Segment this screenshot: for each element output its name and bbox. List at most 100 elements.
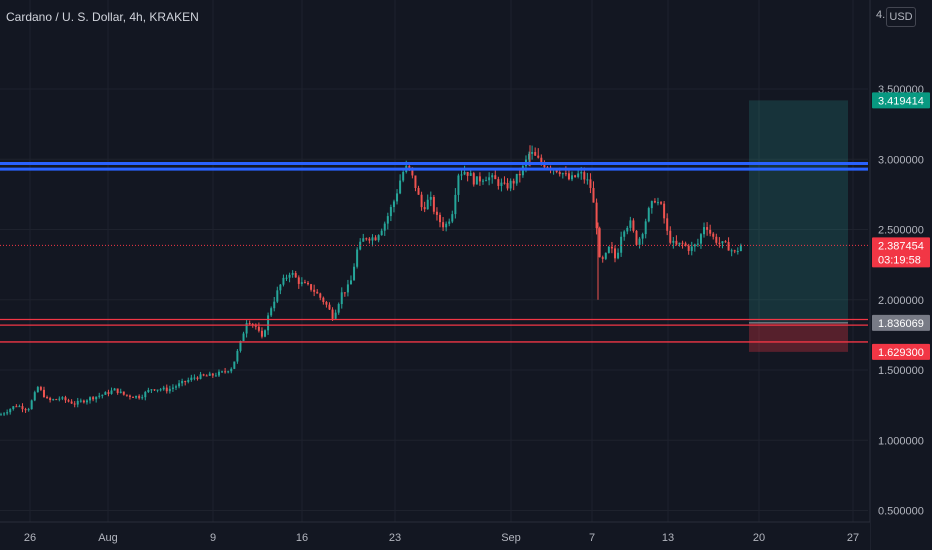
candle-body [377,235,380,241]
candle-body [316,291,319,294]
candle [478,172,481,186]
candle-body [478,176,481,182]
candle-body [297,277,300,284]
candle-body [3,413,6,415]
candle [156,389,159,393]
candle [727,237,730,251]
candle [466,171,469,182]
candle-body [30,400,33,410]
candle-body [650,201,653,209]
candle [214,372,217,377]
candle-body [181,380,184,384]
candle-body [703,227,706,235]
candle [227,370,230,374]
candle-body [64,397,67,401]
candle-body [451,214,454,222]
candle [279,283,282,295]
candle-body [227,371,230,373]
candle-body [383,223,386,231]
candle [42,386,45,398]
current-price-label-countdown: 03:19:58 [878,254,921,266]
candle [150,389,153,394]
candle [733,249,736,254]
entry-price-label-text: 1.836069 [878,318,924,330]
candle-body [721,241,724,244]
currency-unit-button[interactable]: USD [886,7,916,27]
candle [208,371,211,376]
candle-body [0,414,2,416]
candle [647,206,650,223]
candle-body [610,246,613,249]
candle [202,373,205,377]
candle [128,394,131,400]
candle [282,274,285,287]
candle [181,378,184,387]
candle [82,399,85,404]
candle [399,174,402,195]
candle [107,389,110,397]
candle-body [58,398,61,400]
time-tick-label: 7 [589,532,595,544]
candle [451,210,454,224]
candle-body [669,230,672,243]
candle [159,388,162,392]
grid-layer [0,0,868,522]
candle-body [488,177,491,181]
candle [76,397,79,408]
candle [260,327,263,339]
current-price-label-text: 2.387454 [878,240,924,252]
candle [153,389,156,391]
candle-body [33,392,36,401]
candle [485,176,488,182]
candle [641,232,644,245]
candle [116,388,119,395]
candle [739,243,742,252]
candle-body [70,401,73,404]
candle [174,384,177,391]
candle-body [82,400,85,403]
candle [325,300,328,308]
candle [380,228,383,236]
candle-body [6,412,9,414]
candle-body [392,201,395,208]
candle [346,279,349,297]
candle-body [558,172,561,175]
candle-body [432,196,435,212]
candle-body [42,389,45,398]
candle-body [236,350,239,362]
candle [718,237,721,248]
candle [445,221,448,232]
candle-body [736,251,739,253]
candle [500,178,503,192]
candle-body [399,180,402,194]
candle-body [147,389,150,393]
candle-body [24,409,27,411]
candle [245,319,248,338]
candle [104,391,107,395]
target-price-label-text: 3.419414 [878,95,924,107]
candle-body [687,245,690,251]
candle [684,241,687,247]
candle-body [537,155,540,158]
price-tick-label: 1.500000 [878,365,924,377]
candle [448,218,451,227]
candle-body [125,394,128,396]
candle [199,371,202,380]
candle-body [435,211,438,215]
candle-body [448,221,451,224]
candle [703,222,706,238]
candle-body [159,389,162,391]
candle [343,292,346,297]
price-tick-label: 3.000000 [878,154,924,166]
candle [368,237,371,244]
candle-body [512,180,515,184]
candle [666,213,669,236]
candle-body [187,379,190,382]
candle [30,399,33,410]
candle-body [343,292,346,294]
candle [457,173,460,202]
candle [119,388,122,394]
candle-body [310,284,313,290]
